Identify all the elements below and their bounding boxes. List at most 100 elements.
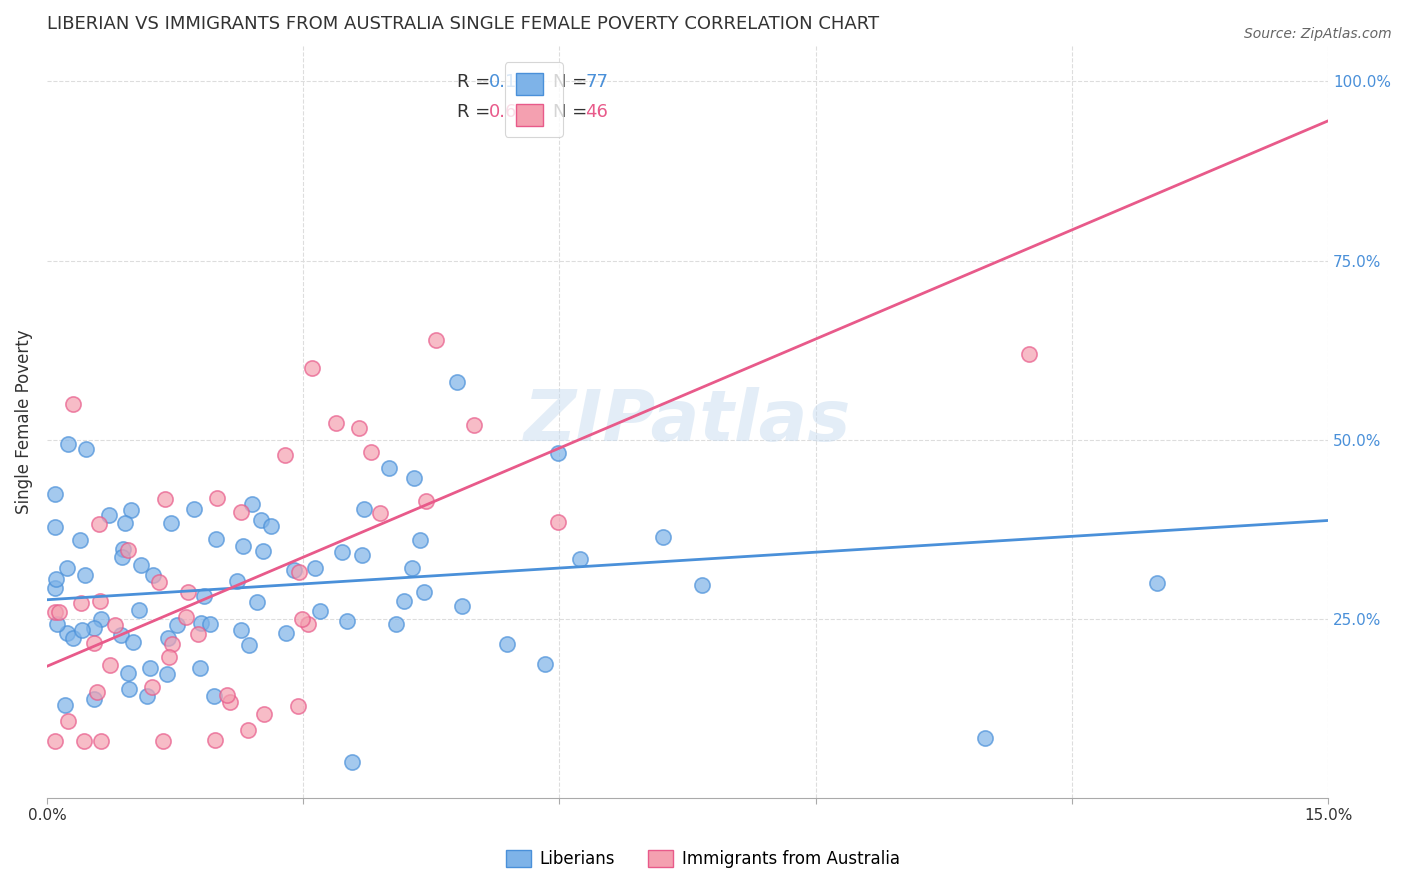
Liberians <box>83 692 105 706</box>
Immigrants from Australia <box>73 733 96 747</box>
Liberians <box>135 689 157 703</box>
Liberians <box>157 631 180 645</box>
Liberians <box>250 513 273 527</box>
Text: 0.177: 0.177 <box>489 73 540 91</box>
Liberians <box>110 628 132 642</box>
Liberians <box>394 593 416 607</box>
Immigrants from Australia <box>148 574 170 589</box>
Immigrants from Australia <box>89 594 111 608</box>
Liberians <box>44 487 66 501</box>
Text: 77: 77 <box>585 73 607 91</box>
Liberians <box>200 617 222 632</box>
Liberians <box>56 437 79 451</box>
Legend: Liberians, Immigrants from Australia: Liberians, Immigrants from Australia <box>499 843 907 875</box>
Immigrants from Australia <box>177 585 200 599</box>
Liberians <box>276 626 298 640</box>
Liberians <box>75 568 97 582</box>
Text: ZIPatlas: ZIPatlas <box>524 387 851 457</box>
Immigrants from Australia <box>86 685 108 699</box>
Liberians <box>112 542 135 557</box>
Immigrants from Australia <box>463 418 485 433</box>
Immigrants from Australia <box>547 515 569 529</box>
Immigrants from Australia <box>252 706 274 721</box>
Liberians <box>569 551 592 566</box>
Immigrants from Australia <box>425 333 447 347</box>
Liberians <box>118 682 141 697</box>
Immigrants from Australia <box>215 689 238 703</box>
Liberians <box>330 545 353 559</box>
Immigrants from Australia <box>236 723 259 738</box>
Liberians <box>70 623 93 637</box>
Text: 46: 46 <box>585 103 607 121</box>
Immigrants from Australia <box>287 698 309 713</box>
Liberians <box>377 461 399 475</box>
Liberians <box>283 563 305 577</box>
Liberians <box>160 516 183 531</box>
Liberians <box>121 634 143 648</box>
Immigrants from Australia <box>157 649 180 664</box>
Immigrants from Australia <box>325 417 347 431</box>
Immigrants from Australia <box>349 420 371 434</box>
Liberians <box>246 595 269 609</box>
Legend: , : , <box>505 62 562 137</box>
Liberians <box>117 665 139 680</box>
Liberians <box>533 657 555 672</box>
Liberians <box>226 574 249 588</box>
Liberians <box>62 631 84 645</box>
Immigrants from Australia <box>360 445 382 459</box>
Liberians <box>409 533 432 547</box>
Liberians <box>53 698 76 712</box>
Liberians <box>238 638 260 652</box>
Immigrants from Australia <box>301 361 323 376</box>
Y-axis label: Single Female Poverty: Single Female Poverty <box>15 329 32 514</box>
Text: R =: R = <box>457 73 496 91</box>
Liberians <box>304 561 326 575</box>
Liberians <box>404 471 426 485</box>
Text: N =: N = <box>553 103 593 121</box>
Liberians <box>75 442 97 456</box>
Liberians <box>350 549 373 563</box>
Immigrants from Australia <box>44 733 66 747</box>
Liberians <box>139 661 162 675</box>
Liberians <box>44 520 66 534</box>
Immigrants from Australia <box>117 542 139 557</box>
Liberians <box>129 558 152 572</box>
Liberians <box>495 637 517 651</box>
Immigrants from Australia <box>100 657 122 672</box>
Immigrants from Australia <box>291 612 314 626</box>
Immigrants from Australia <box>141 680 163 694</box>
Liberians <box>690 578 713 592</box>
Liberians <box>69 533 91 547</box>
Liberians <box>401 561 423 575</box>
Immigrants from Australia <box>219 695 242 709</box>
Liberians <box>114 516 136 530</box>
Liberians <box>183 501 205 516</box>
Liberians <box>156 667 179 681</box>
Liberians <box>205 532 228 546</box>
Liberians <box>166 618 188 632</box>
Liberians <box>340 756 363 770</box>
Text: R =: R = <box>457 103 496 121</box>
Liberians <box>55 625 77 640</box>
Immigrants from Australia <box>1018 347 1040 361</box>
Liberians <box>652 530 675 544</box>
Liberians <box>446 376 468 390</box>
Liberians <box>44 581 66 595</box>
Liberians <box>385 616 408 631</box>
Immigrants from Australia <box>231 505 253 519</box>
Immigrants from Australia <box>368 506 391 520</box>
Immigrants from Australia <box>153 492 176 507</box>
Liberians <box>46 616 69 631</box>
Immigrants from Australia <box>174 609 197 624</box>
Immigrants from Australia <box>187 627 209 641</box>
Immigrants from Australia <box>69 596 91 610</box>
Immigrants from Australia <box>288 565 311 579</box>
Liberians <box>547 446 569 460</box>
Immigrants from Australia <box>48 605 70 619</box>
Liberians <box>336 614 359 628</box>
Liberians <box>45 572 67 586</box>
Liberians <box>56 560 79 574</box>
Immigrants from Australia <box>415 493 437 508</box>
Liberians <box>128 602 150 616</box>
Liberians <box>202 690 225 704</box>
